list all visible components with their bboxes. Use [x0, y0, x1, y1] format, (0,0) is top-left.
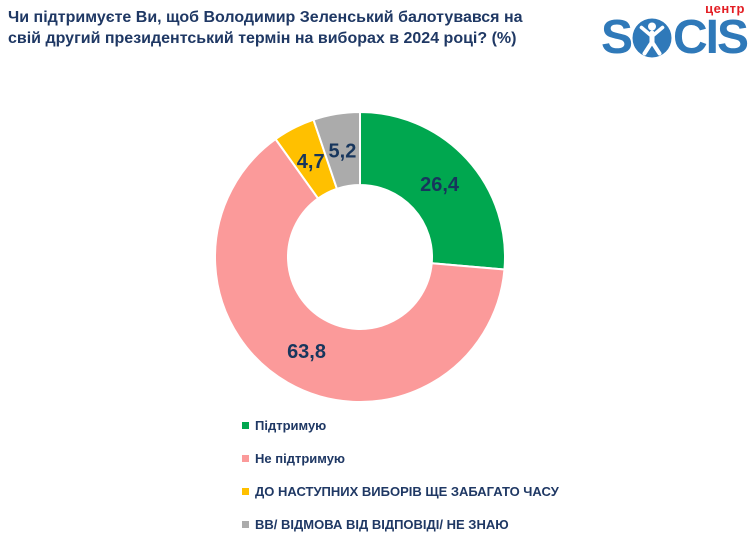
- logo-letter-s: S: [600, 11, 633, 64]
- logo-letters-cis: CIS: [672, 11, 749, 64]
- slice-value-label-3: 5,2: [329, 140, 357, 162]
- legend-marker-icon: [242, 488, 249, 495]
- logo-wordmark: S CIS: [600, 11, 749, 64]
- slice-value-label-1: 63,8: [287, 341, 326, 363]
- legend-item-3: ВВ/ ВІДМОВА ВІД ВІДПОВІДІ/ НЕ ЗНАЮ: [242, 517, 559, 532]
- slice-value-label-0: 26,4: [420, 174, 460, 196]
- donut-slice-3: [312, 110, 361, 191]
- page-title: Чи підтримуєте Ви, щоб Володимир Зеленсь…: [8, 7, 583, 49]
- donut-slice-0: [359, 110, 506, 271]
- legend-label: Підтримую: [255, 418, 327, 433]
- donut-slice-1: [214, 137, 506, 403]
- legend-marker-icon: [242, 455, 249, 462]
- chart-legend: Підтримую Не підтримую ДО НАСТУПНИХ ВИБОРІ…: [242, 418, 559, 551]
- legend-label: ДО НАСТУПНИХ ВИБОРІВ ЩЕ ЗАБАГАТО ЧАСУ: [255, 484, 559, 499]
- slice-value-label-2: 4,7: [297, 151, 325, 173]
- legend-item-2: ДО НАСТУПНИХ ВИБОРІВ ЩЕ ЗАБАГАТО ЧАСУ: [242, 484, 559, 499]
- legend-item-0: Підтримую: [242, 418, 559, 433]
- page-title-line1: Чи підтримуєте Ви, щоб Володимир Зеленсь…: [8, 9, 523, 26]
- donut-chart: 26,4 63,8 4,7 5,2: [214, 110, 506, 403]
- legend-marker-icon: [242, 521, 249, 528]
- page-title-line2: свій другий президентський термін на виб…: [8, 30, 517, 47]
- logo-tagline: центр: [705, 1, 745, 16]
- legend-label: Не підтримую: [255, 451, 346, 466]
- legend-marker-icon: [242, 422, 249, 429]
- logo-person-icon: [632, 18, 672, 58]
- legend-item-1: Не підтримую: [242, 451, 559, 466]
- legend-label: ВВ/ ВІДМОВА ВІД ВІДПОВІДІ/ НЕ ЗНАЮ: [255, 517, 509, 532]
- socis-logo: центр S CIS: [600, 1, 749, 64]
